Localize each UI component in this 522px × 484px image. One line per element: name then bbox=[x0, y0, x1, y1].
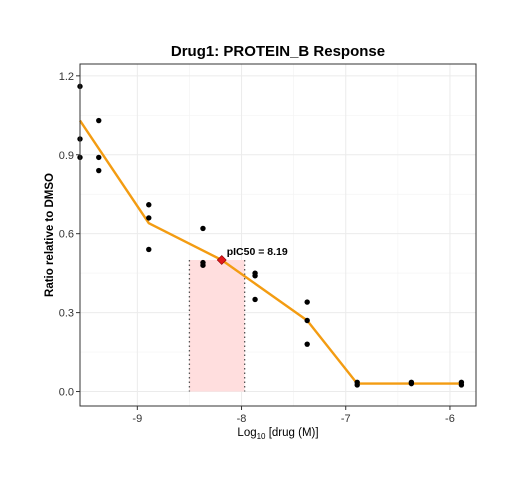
y-tick-label: 0.9 bbox=[59, 150, 74, 162]
y-tick-label: 0.0 bbox=[59, 387, 74, 399]
data-point bbox=[146, 202, 151, 207]
y-axis-label: Ratio relative to DMSO bbox=[44, 173, 56, 297]
data-point bbox=[459, 382, 464, 387]
data-point bbox=[96, 155, 101, 160]
chart-title: Drug1: PROTEIN_B Response bbox=[171, 43, 385, 60]
data-point bbox=[409, 381, 414, 386]
y-tick-label: 1.2 bbox=[59, 71, 74, 83]
data-point bbox=[304, 299, 309, 304]
data-point bbox=[146, 215, 151, 220]
ci-band-fill bbox=[189, 260, 244, 392]
data-point bbox=[252, 273, 257, 278]
x-axis: -9 -8 -7 -6 bbox=[132, 406, 454, 425]
x-axis-label: Log10 [drug (M)] bbox=[237, 427, 318, 441]
x-tick-label: -8 bbox=[237, 413, 247, 425]
data-point bbox=[355, 382, 360, 387]
y-axis: 0.0 0.3 0.6 0.9 1.2 bbox=[59, 71, 80, 399]
ci-band bbox=[189, 260, 244, 392]
plot-area: pIC50 = 8.19 bbox=[77, 64, 476, 406]
data-point bbox=[252, 297, 257, 302]
data-point bbox=[304, 318, 309, 323]
data-point bbox=[304, 341, 309, 346]
x-tick-label: -7 bbox=[341, 413, 351, 425]
x-tick-label: -6 bbox=[445, 413, 455, 425]
ic50-label: pIC50 = 8.19 bbox=[227, 246, 288, 258]
data-point bbox=[96, 118, 101, 123]
data-point bbox=[200, 226, 205, 231]
x-tick-label: -9 bbox=[132, 413, 142, 425]
y-tick-label: 0.3 bbox=[59, 308, 74, 320]
data-point bbox=[96, 168, 101, 173]
data-point bbox=[146, 247, 151, 252]
y-tick-label: 0.6 bbox=[59, 229, 74, 241]
data-point bbox=[200, 263, 205, 268]
